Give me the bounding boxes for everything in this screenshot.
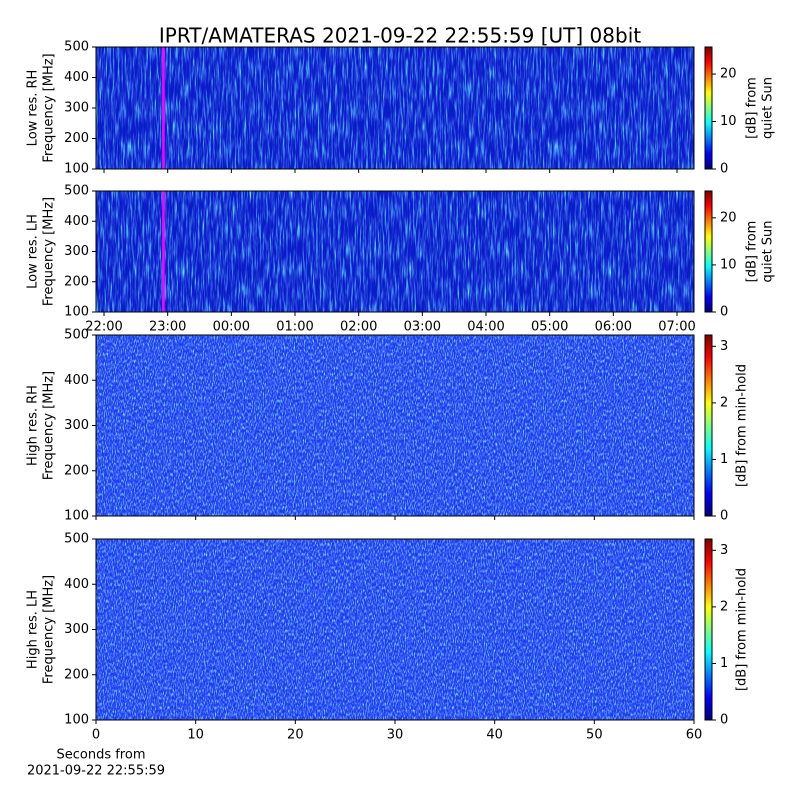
x-tick-label: 40 — [486, 728, 503, 743]
y-axis-label: Low res. RH — [26, 70, 41, 147]
x-tick-label: 23:00 — [149, 320, 186, 335]
x-tick-label: 22:00 — [85, 320, 122, 335]
colorbar-tick-label: 2 — [720, 599, 728, 614]
y-tick-label: 100 — [64, 509, 89, 524]
colorbar-label: [dB] from min-hold — [735, 568, 750, 691]
colorbar — [704, 46, 713, 170]
x-tick-label: 00:00 — [213, 320, 250, 335]
y-axis-label: Frequency [MHz] — [42, 53, 57, 162]
spectrogram-texture — [96, 335, 694, 516]
x-axis-label: Seconds from — [56, 748, 145, 763]
x-tick-label: 30 — [387, 728, 404, 743]
x-tick-label: 06:00 — [595, 320, 632, 335]
y-tick-label: 500 — [64, 328, 89, 343]
colorbar-label: quiet Sun — [761, 77, 776, 139]
colorbar-tick-label: 20 — [720, 67, 737, 82]
spectrogram-texture — [96, 191, 694, 312]
colorbar-tick-label: 0 — [720, 162, 728, 177]
y-tick-label: 500 — [64, 184, 89, 199]
y-axis-label: Frequency [MHz] — [42, 197, 57, 306]
y-tick-label: 200 — [64, 131, 89, 146]
x-tick-label: 05:00 — [531, 320, 568, 335]
x-axis-label: 2021-09-22 22:55:59 — [27, 764, 165, 779]
x-tick-label: 0 — [92, 728, 100, 743]
x-tick-label: 01:00 — [276, 320, 313, 335]
y-tick-label: 300 — [64, 244, 89, 259]
colorbar-tick-label: 3 — [720, 339, 728, 354]
colorbar-label: [dB] from — [745, 77, 760, 139]
colorbar-tick-label: 1 — [720, 452, 728, 467]
colorbar-tick-label: 0 — [720, 713, 728, 728]
colorbar-tick-label: 0 — [720, 305, 728, 320]
x-tick-label: 02:00 — [340, 320, 377, 335]
colorbar — [704, 190, 713, 313]
y-axis-label: Low res. LH — [26, 214, 41, 289]
y-axis-label: High res. RH — [26, 385, 41, 466]
y-tick-label: 100 — [64, 305, 89, 320]
colorbar-label: [dB] from min-hold — [735, 364, 750, 487]
colorbar-tick-label: 1 — [720, 656, 728, 671]
x-tick-label: 07:00 — [658, 320, 695, 335]
y-tick-label: 300 — [64, 418, 89, 433]
colorbar-tick-label: 0 — [720, 509, 728, 524]
x-tick-label: 60 — [686, 728, 703, 743]
y-tick-label: 500 — [64, 40, 89, 55]
colorbar — [704, 334, 713, 517]
y-tick-label: 200 — [64, 463, 89, 478]
y-tick-label: 300 — [64, 622, 89, 637]
y-tick-label: 200 — [64, 667, 89, 682]
colorbar-label: quiet Sun — [761, 220, 776, 282]
spectrogram-texture — [96, 539, 694, 720]
x-tick-label: 03:00 — [404, 320, 441, 335]
colorbar-tick-label: 10 — [720, 114, 737, 129]
colorbar-tick-label: 20 — [720, 210, 737, 225]
x-tick-label: 04:00 — [467, 320, 504, 335]
colorbar-tick-label: 10 — [720, 257, 737, 272]
y-tick-label: 400 — [64, 214, 89, 229]
figure-title: IPRT/AMATERAS 2021-09-22 22:55:59 [UT] 0… — [159, 24, 641, 48]
y-tick-label: 200 — [64, 274, 89, 289]
colorbar-label: [dB] from — [745, 221, 760, 283]
spectrogram-texture — [96, 47, 694, 169]
colorbar-tick-label: 3 — [720, 543, 728, 558]
y-tick-label: 100 — [64, 162, 89, 177]
y-axis-label: Frequency [MHz] — [42, 371, 57, 480]
y-tick-label: 500 — [64, 532, 89, 547]
colorbar-tick-label: 2 — [720, 395, 728, 410]
y-tick-label: 400 — [64, 577, 89, 592]
x-tick-label: 50 — [586, 728, 603, 743]
y-tick-label: 100 — [64, 713, 89, 728]
y-axis-label: Frequency [MHz] — [42, 575, 57, 684]
y-tick-label: 400 — [64, 70, 89, 85]
y-axis-label: High res. LH — [26, 590, 41, 669]
y-tick-label: 300 — [64, 101, 89, 116]
x-tick-label: 20 — [287, 728, 304, 743]
x-tick-label: 10 — [187, 728, 204, 743]
y-tick-label: 400 — [64, 373, 89, 388]
colorbar — [704, 538, 713, 721]
